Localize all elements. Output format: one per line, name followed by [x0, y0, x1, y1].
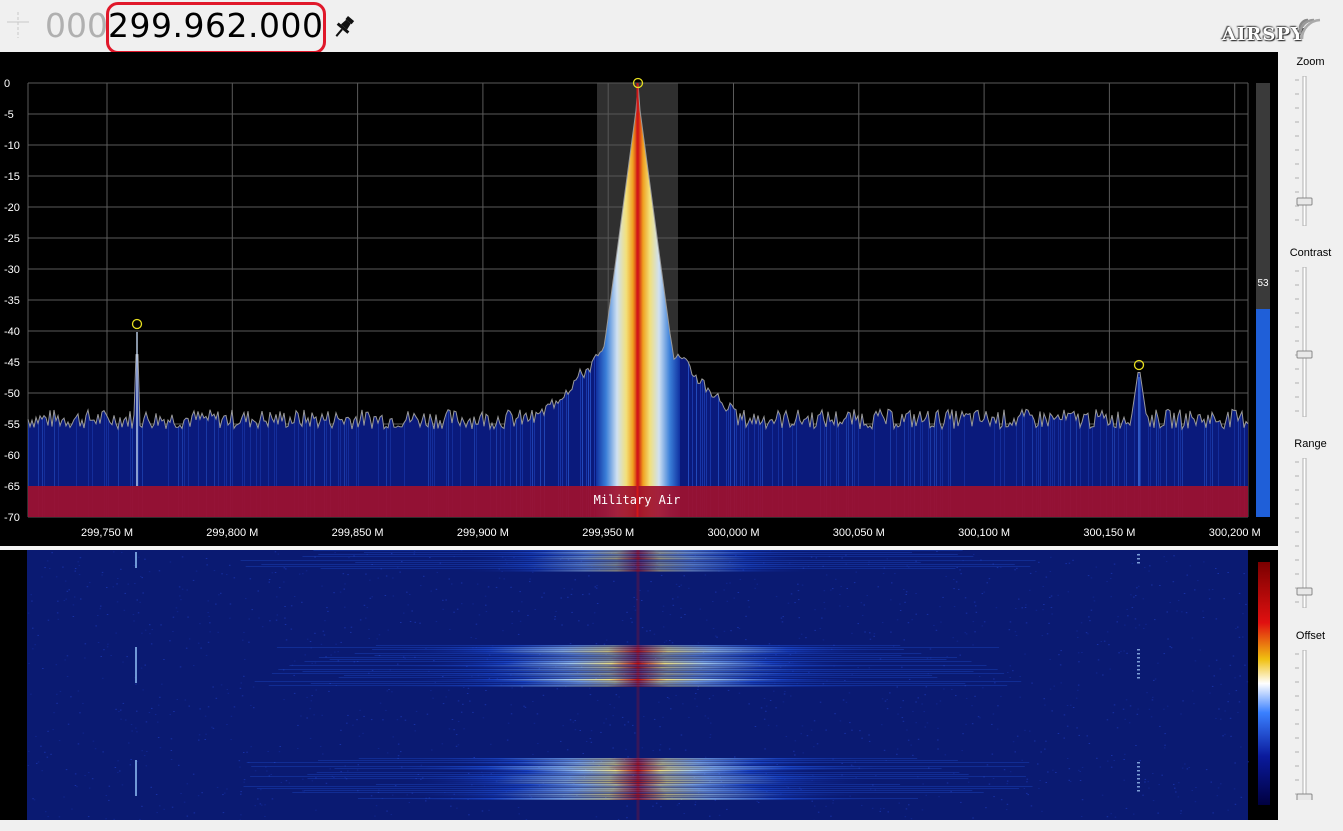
- pin-icon[interactable]: [331, 14, 357, 40]
- separator: [0, 546, 1278, 550]
- db-tick-label: 0: [4, 78, 10, 90]
- peak-marker[interactable]: [131, 318, 143, 330]
- slider-thumb[interactable]: [1296, 587, 1313, 596]
- db-tick-label: -50: [4, 388, 20, 400]
- airspy-logo: AIRSPY: [1222, 10, 1322, 46]
- contrast-label: Contrast: [1289, 247, 1332, 259]
- waterfall-colorbar: [1258, 562, 1270, 805]
- peak-marker[interactable]: [1133, 359, 1145, 371]
- level-meter-fill: [1256, 309, 1270, 517]
- freq-tick-label: 299,900 M: [457, 527, 509, 539]
- freq-tick-label: 300,200 M: [1209, 527, 1261, 539]
- db-tick-label: -45: [4, 357, 20, 369]
- status-strip: [0, 820, 1343, 831]
- slider-track[interactable]: [1295, 75, 1313, 227]
- frequency-display[interactable]: 000299.962.000: [45, 2, 323, 50]
- peak-marker[interactable]: [632, 77, 644, 89]
- frequency-leading-digits[interactable]: 000: [45, 6, 108, 45]
- db-tick-label: -25: [4, 233, 20, 245]
- waterfall-noise: [27, 550, 1249, 821]
- freq-tick-label: 300,100 M: [958, 527, 1010, 539]
- db-tick-label: -30: [4, 264, 20, 276]
- freq-tick-label: 299,800 M: [206, 527, 258, 539]
- waterfall-display[interactable]: [0, 550, 1278, 821]
- db-tick-label: -60: [4, 450, 20, 462]
- waterfall-plot[interactable]: [0, 550, 1278, 821]
- range-label: Range: [1294, 438, 1327, 450]
- spectrum-plot[interactable]: Military Air 0-5-10-15-20-25-30-35-40-45…: [0, 52, 1278, 546]
- freq-tick-label: 300,150 M: [1083, 527, 1135, 539]
- toolbar: 000299.962.000 AIRSPY: [0, 0, 1343, 54]
- frequency-highlight-box: [106, 2, 326, 54]
- slider-track[interactable]: [1295, 266, 1313, 418]
- offset-slider[interactable]: [1295, 649, 1313, 802]
- contrast-slider[interactable]: [1295, 266, 1313, 418]
- offset-label: Offset: [1295, 630, 1326, 642]
- db-tick-label: -40: [4, 326, 20, 338]
- level-value: 53: [1257, 278, 1269, 289]
- freq-tick-label: 299,750 M: [81, 527, 133, 539]
- db-tick-label: -5: [4, 109, 14, 121]
- slider-thumb[interactable]: [1296, 793, 1313, 802]
- freq-tick-label: 300,000 M: [708, 527, 760, 539]
- slider-thumb[interactable]: [1296, 350, 1313, 359]
- db-tick-label: -55: [4, 419, 20, 431]
- db-tick-label: -70: [4, 512, 20, 524]
- range-slider[interactable]: [1295, 457, 1313, 609]
- spectrum-analyzer[interactable]: Military Air 0 -5 -10 -15 -20 -25 -30 -35 -40 -45…: [0, 52, 1278, 546]
- db-tick-label: -65: [4, 481, 20, 493]
- db-tick-label: -35: [4, 295, 20, 307]
- zoom-label: Zoom: [1296, 56, 1325, 68]
- db-tick-label: -10: [4, 140, 20, 152]
- freq-tick-label: 300,050 M: [833, 527, 885, 539]
- slider-thumb[interactable]: [1296, 197, 1313, 206]
- slider-track[interactable]: [1295, 457, 1313, 609]
- display-settings-panel: Zoom Contrast Range Offset: [1278, 52, 1343, 820]
- drag-grip-icon[interactable]: [5, 10, 31, 40]
- signal-waves-icon: [1298, 18, 1321, 40]
- frequency-value[interactable]: 299.962.000: [108, 6, 324, 45]
- freq-tick-label: 299,950 M: [582, 527, 634, 539]
- logo-text: AIRSPY: [1222, 24, 1305, 45]
- slider-track[interactable]: [1295, 649, 1313, 802]
- db-tick-label: -20: [4, 202, 20, 214]
- freq-tick-label: 299,850 M: [332, 527, 384, 539]
- frequency-axis: 299,750 M 299,800 M 299,850 M 299,900 M 299,…: [81, 527, 1261, 539]
- waterfall-bursts: [135, 550, 1140, 820]
- db-axis: 0 -5 -10 -15 -20 -25 -30 -35 -40 -45 -50 -55 -60 -65 -…: [4, 78, 20, 524]
- zoom-slider[interactable]: [1295, 75, 1313, 227]
- db-tick-label: -15: [4, 171, 20, 183]
